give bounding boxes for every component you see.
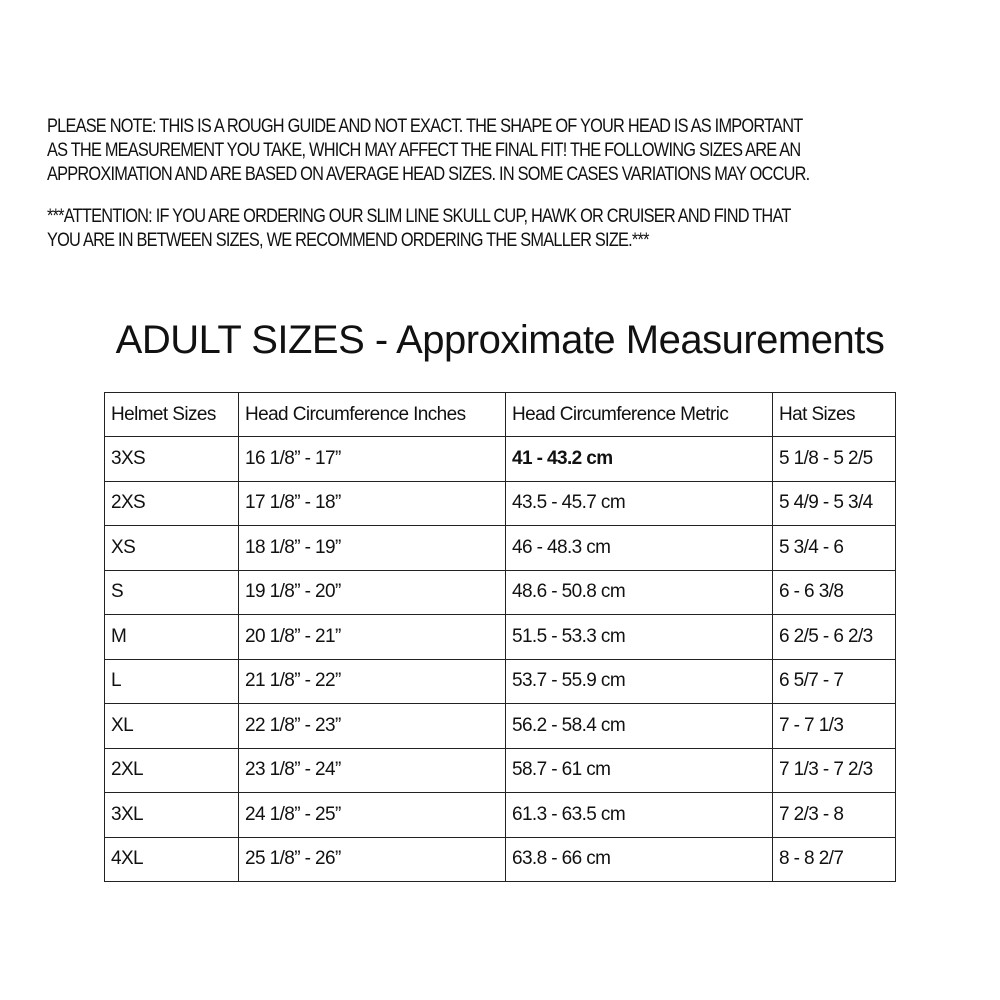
attention-note: ***ATTENTION: IF YOU ARE ORDERING OUR SL…	[47, 205, 907, 253]
table-row: 4XL 25 1/8” - 26” 63.8 - 66 cm 8 - 8 2/7	[104, 836, 896, 882]
column-header: Helmet Sizes	[104, 392, 239, 437]
metric-cell: 48.6 - 50.8 cm	[505, 569, 773, 615]
inches-cell: 18 1/8” - 19”	[238, 525, 506, 571]
note-line: APPROXIMATION AND ARE BASED ON AVERAGE H…	[47, 164, 810, 185]
inches-cell: 24 1/8” - 25”	[238, 792, 506, 838]
metric-cell: 61.3 - 63.5 cm	[505, 792, 773, 838]
hat-size-cell: 8 - 8 2/7	[772, 836, 896, 882]
table-row: 3XL 24 1/8” - 25” 61.3 - 63.5 cm 7 2/3 - 8	[104, 792, 896, 838]
helmet-size-cell: 2XS	[104, 480, 239, 526]
note-line: PLEASE NOTE: THIS IS A ROUGH GUIDE AND N…	[47, 116, 803, 137]
helmet-size-cell: 4XL	[104, 836, 239, 882]
table-row: L 21 1/8” - 22” 53.7 - 55.9 cm 6 5/7 - 7	[104, 658, 896, 704]
note-line: AS THE MEASUREMENT YOU TAKE, WHICH MAY A…	[47, 140, 801, 161]
column-header: Head Circumference Metric	[505, 392, 773, 437]
inches-cell: 17 1/8” - 18”	[238, 480, 506, 526]
helmet-size-cell: XL	[104, 703, 239, 749]
table-row: M 20 1/8” - 21” 51.5 - 53.3 cm 6 2/5 - 6 2/…	[104, 614, 896, 660]
inches-cell: 25 1/8” - 26”	[238, 836, 506, 882]
fit-disclaimer-note: PLEASE NOTE: THIS IS A ROUGH GUIDE AND N…	[47, 115, 907, 187]
hat-size-cell: 5 1/8 - 5 2/5	[772, 436, 896, 482]
hat-size-cell: 7 2/3 - 8	[772, 792, 896, 838]
metric-cell: 43.5 - 45.7 cm	[505, 480, 773, 526]
table-row: 2XS 17 1/8” - 18” 43.5 - 45.7 cm 5 4/9 - 5 …	[104, 480, 896, 526]
note-line: YOU ARE IN BETWEEN SIZES, WE RECOMMEND O…	[47, 230, 649, 251]
size-table: Helmet Sizes Head Circumference Inches H…	[104, 392, 896, 882]
inches-cell: 20 1/8” - 21”	[238, 614, 506, 660]
hat-size-cell: 6 - 6 3/8	[772, 569, 896, 615]
hat-size-cell: 5 3/4 - 6	[772, 525, 896, 571]
inches-cell: 21 1/8” - 22”	[238, 658, 506, 704]
helmet-size-cell: 2XL	[104, 747, 239, 793]
table-row: 2XL 23 1/8” - 24” 58.7 - 61 cm 7 1/3 - 7 2/…	[104, 747, 896, 793]
helmet-size-cell: 3XL	[104, 792, 239, 838]
metric-cell: 46 - 48.3 cm	[505, 525, 773, 571]
metric-cell: 63.8 - 66 cm	[505, 836, 773, 882]
inches-cell: 19 1/8” - 20”	[238, 569, 506, 615]
hat-size-cell: 6 2/5 - 6 2/3	[772, 614, 896, 660]
metric-cell: 53.7 - 55.9 cm	[505, 658, 773, 704]
page-title: ADULT SIZES - Approximate Measurements	[115, 318, 885, 362]
table-row: S 19 1/8” - 20” 48.6 - 50.8 cm 6 - 6 3/8	[104, 569, 896, 615]
metric-cell: 51.5 - 53.3 cm	[505, 614, 773, 660]
table-row: XL 22 1/8” - 23” 56.2 - 58.4 cm 7 - 7 1/3	[104, 703, 896, 749]
table-row: 3XS 16 1/8” - 17” 41 - 43.2 cm 5 1/8 - 5 2/…	[104, 436, 896, 482]
inches-cell: 16 1/8” - 17”	[238, 436, 506, 482]
helmet-size-cell: 3XS	[104, 436, 239, 482]
hat-size-cell: 7 - 7 1/3	[772, 703, 896, 749]
inches-cell: 23 1/8” - 24”	[238, 747, 506, 793]
helmet-size-cell: M	[104, 614, 239, 660]
inches-cell: 22 1/8” - 23”	[238, 703, 506, 749]
metric-cell: 58.7 - 61 cm	[505, 747, 773, 793]
helmet-size-cell: L	[104, 658, 239, 704]
note-line: ***ATTENTION: IF YOU ARE ORDERING OUR SL…	[47, 206, 791, 227]
column-header: Hat Sizes	[772, 392, 896, 437]
hat-size-cell: 6 5/7 - 7	[772, 658, 896, 704]
hat-size-cell: 7 1/3 - 7 2/3	[772, 747, 896, 793]
metric-cell: 56.2 - 58.4 cm	[505, 703, 773, 749]
table-header-row: Helmet Sizes Head Circumference Inches H…	[104, 392, 896, 437]
helmet-size-cell: XS	[104, 525, 239, 571]
helmet-size-cell: S	[104, 569, 239, 615]
table-row: XS 18 1/8” - 19” 46 - 48.3 cm 5 3/4 - 6	[104, 525, 896, 571]
hat-size-cell: 5 4/9 - 5 3/4	[772, 480, 896, 526]
metric-cell: 41 - 43.2 cm	[505, 436, 773, 482]
column-header: Head Circumference Inches	[238, 392, 506, 437]
